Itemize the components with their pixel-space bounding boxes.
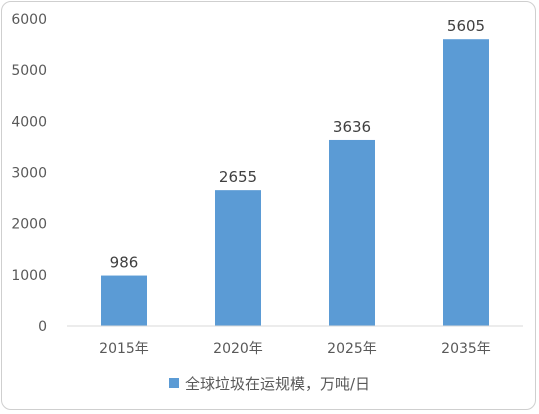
bar bbox=[215, 190, 261, 326]
legend-label: 全球垃圾在运规模，万吨/日 bbox=[184, 374, 371, 393]
y-tick-label: 1000 bbox=[11, 268, 47, 284]
x-tick-label: 2020年 bbox=[213, 341, 263, 357]
x-tick-label: 2015年 bbox=[99, 341, 149, 357]
y-tick-label: 3000 bbox=[11, 166, 47, 182]
y-tick-label: 0 bbox=[38, 319, 47, 335]
legend: 全球垃圾在运规模，万吨/日 bbox=[0, 372, 539, 394]
bar-data-label: 2655 bbox=[219, 168, 257, 186]
x-axis: 2015年 2020年 2025年 2035年 bbox=[99, 341, 491, 357]
bar-data-label: 5605 bbox=[447, 17, 485, 35]
y-axis: 0 1000 2000 3000 4000 5000 6000 bbox=[11, 12, 47, 335]
y-tick-label: 6000 bbox=[11, 12, 47, 28]
data-labels: 986 2655 3636 5605 bbox=[110, 17, 485, 271]
bar-series bbox=[101, 39, 489, 326]
y-tick-label: 4000 bbox=[11, 114, 47, 130]
x-tick-label: 2025年 bbox=[327, 341, 377, 357]
legend-swatch bbox=[168, 378, 179, 388]
bar bbox=[329, 139, 375, 326]
y-tick-label: 5000 bbox=[11, 63, 47, 79]
bar-data-label: 986 bbox=[110, 254, 139, 272]
bar-data-label: 3636 bbox=[333, 118, 371, 136]
x-tick-label: 2035年 bbox=[441, 341, 491, 357]
y-tick-label: 2000 bbox=[11, 217, 47, 233]
bar bbox=[101, 275, 147, 326]
bar bbox=[443, 39, 489, 326]
